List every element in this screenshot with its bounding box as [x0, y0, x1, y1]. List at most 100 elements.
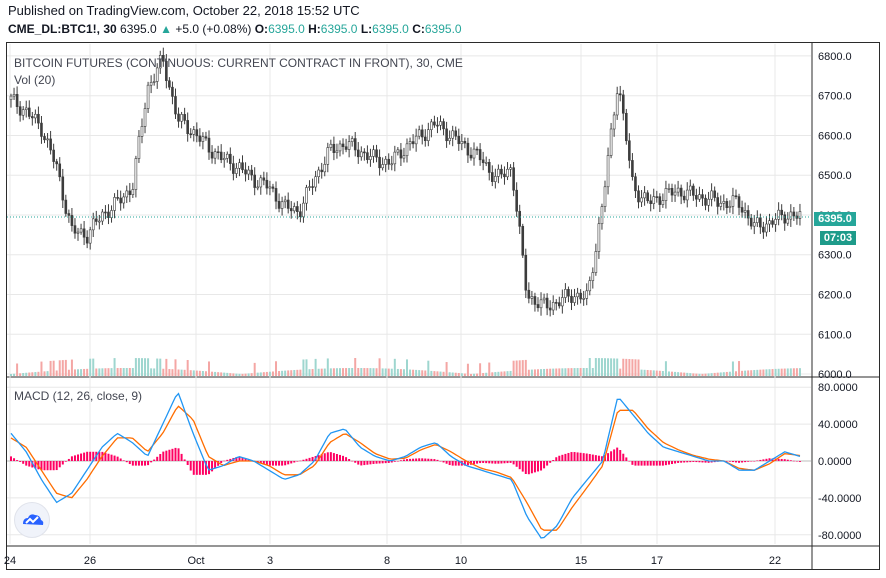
candle-body	[494, 176, 497, 182]
tradingview-logo[interactable]	[14, 502, 50, 538]
macd-histogram-bar	[381, 461, 384, 464]
candle-body	[152, 81, 156, 83]
candle-body	[213, 151, 217, 159]
volume-bar	[649, 370, 652, 376]
candle-body	[707, 198, 710, 206]
macd-histogram-bar	[664, 461, 667, 466]
macd-histogram-bar	[162, 451, 165, 461]
macd-histogram-bar	[643, 461, 646, 466]
symbol-label[interactable]: CME_DL:BTC1!, 30	[8, 22, 117, 36]
volume-bar	[64, 359, 67, 376]
volume-bar	[37, 371, 40, 376]
volume-bar	[698, 373, 701, 376]
candle-body	[229, 153, 232, 164]
macd-histogram-bar	[734, 461, 737, 463]
candle-body	[67, 213, 71, 216]
macd-histogram-bar	[585, 453, 588, 461]
volume-bar	[637, 359, 640, 376]
volume-bar	[777, 368, 780, 376]
macd-tick-label: 40.0000	[818, 419, 858, 431]
volume-bar	[442, 371, 445, 376]
candle-body	[43, 136, 46, 141]
candle-body	[588, 280, 592, 292]
volume-bar	[293, 370, 296, 376]
volume-bar	[643, 369, 646, 376]
macd-histogram-bar	[393, 461, 396, 462]
candle-body	[652, 196, 656, 204]
candle-body	[582, 298, 585, 300]
volume-bar	[165, 358, 168, 376]
macd-histogram-bar	[692, 461, 695, 462]
macd-histogram-bar	[378, 461, 381, 464]
volume-bar	[463, 373, 466, 376]
macd-histogram-bar	[759, 459, 762, 461]
candle-body	[606, 155, 610, 188]
volume-bar	[555, 368, 558, 376]
candle-body	[155, 67, 159, 82]
candle-body	[311, 186, 314, 188]
candle-body	[454, 130, 458, 137]
volume-bar	[634, 359, 637, 376]
macd-histogram-bar	[299, 460, 302, 462]
candle-body	[658, 196, 662, 205]
macd-histogram-bar	[695, 461, 698, 463]
candle-body	[210, 151, 214, 159]
macd-histogram-bar	[409, 458, 412, 461]
volume-bar	[153, 368, 156, 376]
volume-bar	[49, 360, 52, 376]
candle-body	[399, 149, 403, 159]
volume-bar	[543, 368, 546, 376]
tradingview-cloud-icon	[23, 514, 44, 525]
candle-body	[85, 236, 89, 244]
macd-histogram-bar	[204, 461, 207, 475]
candle-body	[341, 143, 345, 148]
volume-bar	[396, 368, 399, 376]
candle-body	[104, 211, 107, 214]
candle-body	[430, 121, 433, 130]
volume-bar	[19, 373, 22, 376]
volume-bar	[479, 363, 482, 376]
volume-bar	[275, 361, 278, 376]
candle-body	[289, 208, 293, 212]
volume-bar	[250, 373, 253, 376]
volume-bar	[476, 373, 479, 376]
volume-bar	[579, 368, 582, 376]
macd-histogram-bar	[412, 458, 415, 461]
candle-body	[317, 169, 320, 178]
candle-body	[551, 302, 555, 311]
macd-tick-label: -40.0000	[818, 493, 861, 505]
macd-histogram-bar	[728, 461, 731, 462]
candle-body	[500, 168, 503, 175]
volume-bar	[600, 358, 603, 376]
symbol-quote-line: CME_DL:BTC1!, 30 6395.0 ▲ +5.0 (+0.08%) …	[8, 22, 462, 36]
macd-histogram-bar	[765, 458, 768, 461]
candle-body	[423, 136, 427, 141]
candle-body	[433, 121, 436, 126]
macd-histogram-bar	[265, 461, 268, 465]
volume-bar	[311, 369, 314, 376]
volume-bar	[469, 373, 472, 376]
volume-bar	[147, 358, 150, 376]
volume-bar	[89, 358, 92, 376]
macd-histogram-bar	[600, 456, 603, 461]
macd-histogram-bar	[482, 461, 485, 463]
candle-body	[457, 135, 461, 145]
volume-bar	[134, 358, 137, 376]
candle-body	[649, 200, 652, 204]
macd-histogram-bar	[588, 454, 591, 461]
candle-body	[94, 218, 98, 222]
candle-body	[737, 196, 741, 208]
volume-bar	[661, 370, 664, 376]
volume-bar	[195, 370, 198, 376]
macd-histogram-bar	[512, 461, 515, 465]
candle-body	[631, 160, 634, 177]
candle-body	[692, 185, 695, 196]
volume-bar	[290, 370, 293, 376]
volume-bar	[448, 372, 451, 376]
candle-body	[756, 217, 759, 223]
volume-bar	[750, 370, 753, 376]
candle-body	[396, 149, 400, 153]
candle-body	[46, 138, 49, 141]
macd-histogram-bar	[25, 461, 28, 466]
